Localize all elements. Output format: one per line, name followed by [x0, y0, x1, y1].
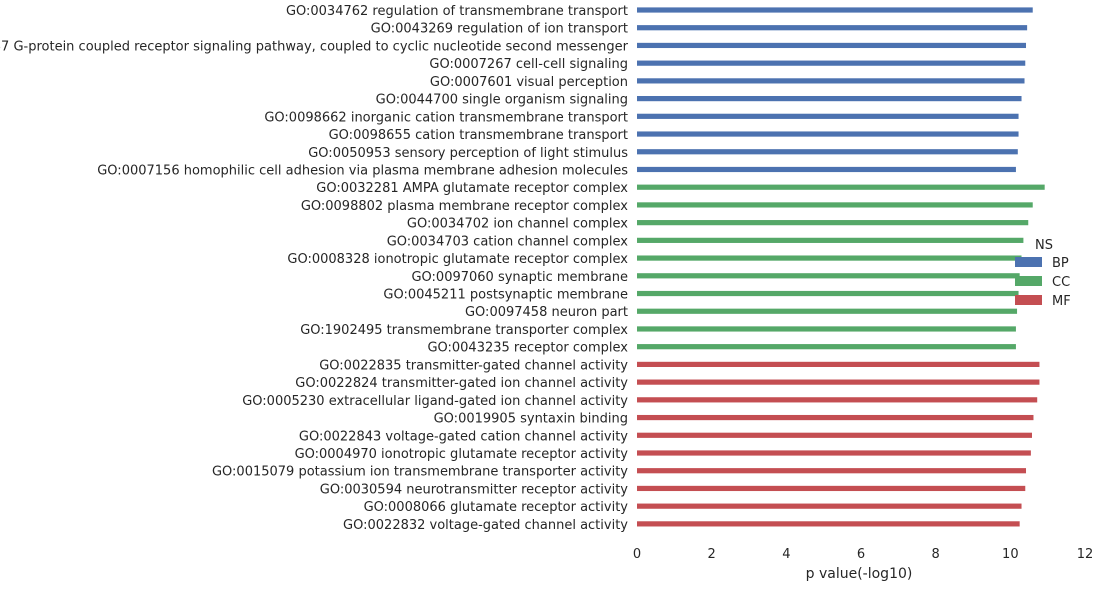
y-tick-label: GO:0045211 postsynaptic membrane — [383, 288, 628, 303]
y-tick-label: GO:0007187 G-protein coupled receptor si… — [0, 39, 629, 54]
bar-bp — [637, 78, 1025, 84]
x-tick-label: 0 — [633, 547, 641, 562]
bar-mf — [637, 485, 1026, 492]
bar-bp — [637, 149, 1018, 155]
x-axis-label: p value(-log10) — [806, 566, 913, 582]
x-tick-label: 10 — [1002, 547, 1019, 562]
y-tick-label: GO:0030594 neurotransmitter receptor act… — [320, 482, 629, 497]
bar-mf — [637, 503, 1022, 509]
bar-cc — [637, 184, 1045, 190]
y-tick-label: GO:0007156 homophilic cell adhesion via … — [97, 163, 628, 178]
y-tick-label: GO:0008328 ionotropic glutamate receptor… — [287, 252, 628, 267]
bar-mf — [637, 521, 1020, 527]
x-tick-labels: 0 2 4 6 8 10 12 — [633, 547, 1093, 562]
bar-bp — [637, 113, 1019, 119]
bar-cc — [637, 290, 1019, 297]
bar-cc — [637, 255, 1022, 261]
legend-swatch-bp — [1015, 257, 1042, 267]
bar-cc — [637, 273, 1020, 279]
y-tick-label: GO:0007267 cell-cell signaling — [429, 57, 628, 72]
y-tick-label: GO:0022824 transmitter-gated ion channel… — [295, 376, 628, 391]
bar-mf — [637, 432, 1032, 438]
y-tick-label: GO:0022835 transmitter-gated channel act… — [319, 358, 628, 373]
y-tick-label: GO:0007601 visual perception — [430, 75, 628, 90]
y-tick-label: GO:0022843 voltage-gated cation channel … — [299, 429, 628, 444]
y-tick-labels: GO:0034762 regulation of transmembrane t… — [0, 4, 629, 533]
y-tick-label: GO:1902495 transmembrane transporter com… — [300, 323, 628, 338]
y-tick-label: GO:0098662 inorganic cation transmembran… — [264, 110, 628, 125]
y-tick-label: GO:0097060 synaptic membrane — [411, 270, 628, 285]
bar-cc — [637, 202, 1033, 208]
y-tick-label: GO:0044700 single organism signaling — [376, 93, 628, 108]
bar-bp — [637, 7, 1033, 13]
x-tick-label: 2 — [708, 547, 716, 562]
bar-mf — [637, 379, 1040, 385]
legend-swatch-cc — [1015, 276, 1042, 286]
y-tick-label: GO:0034762 regulation of transmembrane t… — [286, 4, 628, 19]
y-tick-label: GO:0050953 sensory perception of light s… — [308, 146, 628, 161]
bar-mf — [637, 361, 1040, 367]
y-tick-label: GO:0008066 glutamate receptor activity — [364, 500, 629, 515]
bar-bp — [637, 60, 1026, 66]
x-tick-label: 6 — [857, 547, 865, 562]
x-tick-label: 12 — [1077, 547, 1094, 562]
y-tick-label: GO:0019905 syntaxin binding — [434, 412, 628, 427]
x-tick-label: 4 — [782, 547, 790, 562]
y-tick-label: GO:0043269 regulation of ion transport — [371, 22, 628, 37]
y-tick-label: GO:0005230 extracellular ligand-gated io… — [242, 394, 628, 409]
legend-label-bp: BP — [1052, 256, 1069, 271]
y-tick-label: GO:0034703 cation channel complex — [387, 234, 629, 249]
y-tick-label: GO:0004970 ionotropic glutamate receptor… — [295, 447, 629, 462]
legend-label-cc: CC — [1052, 275, 1070, 290]
y-tick-label: GO:0043235 receptor complex — [427, 341, 628, 356]
x-tick-label: 8 — [932, 547, 940, 562]
bar-bp — [637, 25, 1028, 31]
legend: NS BP CC MF — [1015, 238, 1071, 309]
bars-layer — [637, 7, 1045, 527]
y-tick-label: GO:0097458 neuron part — [465, 305, 628, 320]
y-tick-label: GO:0032281 AMPA glutamate receptor compl… — [316, 181, 628, 196]
bar-bp — [637, 131, 1019, 137]
bar-mf — [637, 468, 1027, 474]
legend-title: NS — [1035, 238, 1053, 253]
y-tick-label: GO:0034702 ion channel complex — [407, 217, 628, 232]
bar-cc — [637, 308, 1018, 314]
bar-mf — [637, 414, 1034, 421]
bar-cc — [637, 220, 1029, 226]
legend-label-mf: MF — [1052, 294, 1071, 309]
bar-bp — [637, 42, 1027, 49]
bar-mf — [637, 450, 1031, 456]
bar-cc — [637, 344, 1016, 350]
bar-mf — [637, 397, 1038, 403]
bar-bp — [637, 166, 1016, 173]
y-tick-label: GO:0015079 potassium ion transmembrane t… — [212, 465, 628, 480]
bar-bp — [637, 96, 1022, 102]
y-tick-label: GO:0022832 voltage-gated channel activit… — [343, 518, 628, 533]
legend-swatch-mf — [1015, 295, 1042, 305]
y-tick-label: GO:0098802 plasma membrane receptor comp… — [301, 199, 628, 214]
bar-cc — [637, 237, 1024, 243]
y-tick-label: GO:0098655 cation transmembrane transpor… — [329, 128, 628, 143]
bar-cc — [637, 326, 1016, 332]
